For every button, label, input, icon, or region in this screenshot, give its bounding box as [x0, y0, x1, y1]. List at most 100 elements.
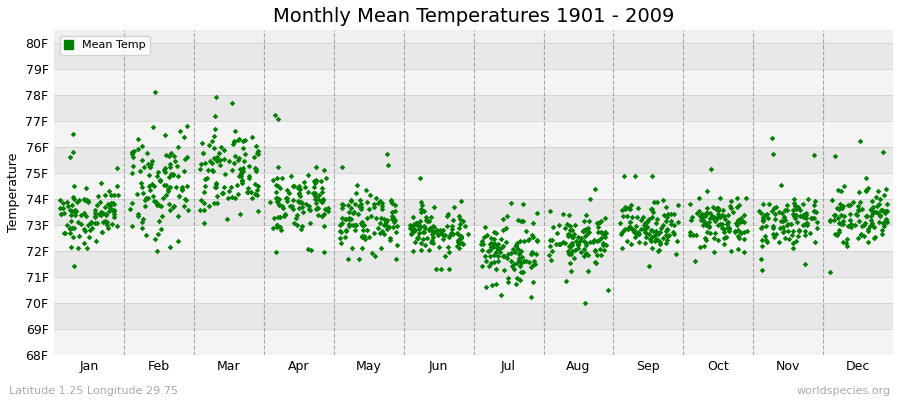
Point — [835, 205, 850, 211]
Point — [788, 203, 802, 210]
Point — [737, 249, 751, 256]
Point — [196, 150, 211, 156]
Point — [59, 222, 74, 228]
Point — [543, 243, 557, 250]
Point — [778, 217, 793, 224]
Point — [148, 182, 162, 189]
Point — [205, 168, 220, 174]
Point — [878, 208, 893, 214]
Point — [220, 195, 235, 202]
Point — [301, 246, 315, 252]
Point — [234, 170, 248, 176]
Point — [615, 207, 629, 214]
Point — [194, 140, 209, 146]
Point — [215, 190, 230, 196]
Point — [269, 195, 284, 201]
Point — [442, 266, 456, 272]
Point — [450, 243, 464, 249]
Point — [275, 205, 290, 211]
Point — [68, 207, 83, 213]
Point — [664, 211, 679, 217]
Point — [788, 212, 803, 218]
Point — [317, 248, 331, 255]
Point — [315, 199, 329, 205]
Point — [800, 221, 814, 228]
Point — [576, 228, 590, 234]
Point — [652, 229, 667, 236]
Point — [496, 227, 510, 233]
Point — [660, 214, 674, 220]
Point — [175, 186, 189, 192]
Point — [367, 230, 382, 236]
Point — [388, 207, 402, 214]
Point — [581, 229, 596, 236]
Point — [491, 258, 506, 264]
Point — [511, 217, 526, 224]
Point — [474, 263, 489, 270]
Point — [698, 235, 713, 242]
Point — [698, 210, 713, 216]
Point — [766, 225, 780, 232]
Point — [292, 191, 307, 198]
Point — [549, 240, 563, 247]
Point — [355, 218, 369, 225]
Point — [494, 291, 508, 298]
Point — [500, 274, 515, 281]
Point — [878, 210, 892, 216]
Point — [60, 199, 75, 205]
Point — [700, 204, 715, 211]
Point — [158, 164, 172, 171]
Point — [786, 244, 800, 251]
Point — [544, 248, 559, 254]
Point — [623, 219, 637, 226]
Point — [778, 206, 793, 213]
Point — [62, 226, 77, 232]
Point — [707, 235, 722, 242]
Point — [364, 250, 379, 256]
Point — [447, 204, 462, 210]
Point — [76, 196, 91, 202]
Point — [62, 230, 77, 236]
Point — [404, 222, 419, 229]
Point — [66, 194, 80, 200]
Point — [592, 246, 607, 253]
Point — [268, 112, 283, 118]
Point — [158, 132, 172, 139]
Point — [695, 211, 709, 218]
Point — [148, 199, 163, 206]
Point — [101, 225, 115, 232]
Point — [663, 220, 678, 227]
Point — [385, 224, 400, 230]
Point — [451, 231, 465, 238]
Point — [490, 244, 504, 250]
Point — [424, 227, 438, 234]
Point — [524, 264, 538, 270]
Point — [356, 233, 371, 240]
Point — [578, 299, 592, 306]
Point — [716, 234, 731, 241]
Point — [489, 249, 503, 255]
Y-axis label: Temperature: Temperature — [7, 153, 20, 232]
Point — [310, 212, 325, 218]
Point — [580, 252, 595, 258]
Point — [158, 182, 173, 188]
Point — [314, 178, 328, 184]
Point — [154, 203, 168, 209]
Point — [507, 260, 521, 267]
Point — [453, 220, 467, 227]
Point — [788, 215, 803, 221]
Point — [87, 206, 102, 213]
Point — [877, 148, 891, 155]
Point — [103, 204, 117, 211]
Point — [234, 176, 248, 183]
Point — [238, 137, 252, 143]
Point — [732, 234, 746, 241]
Point — [486, 259, 500, 265]
Point — [521, 236, 535, 242]
Point — [827, 217, 842, 223]
Point — [522, 258, 536, 265]
Point — [700, 220, 715, 226]
Point — [344, 205, 358, 212]
Point — [516, 218, 530, 225]
Point — [271, 116, 285, 122]
